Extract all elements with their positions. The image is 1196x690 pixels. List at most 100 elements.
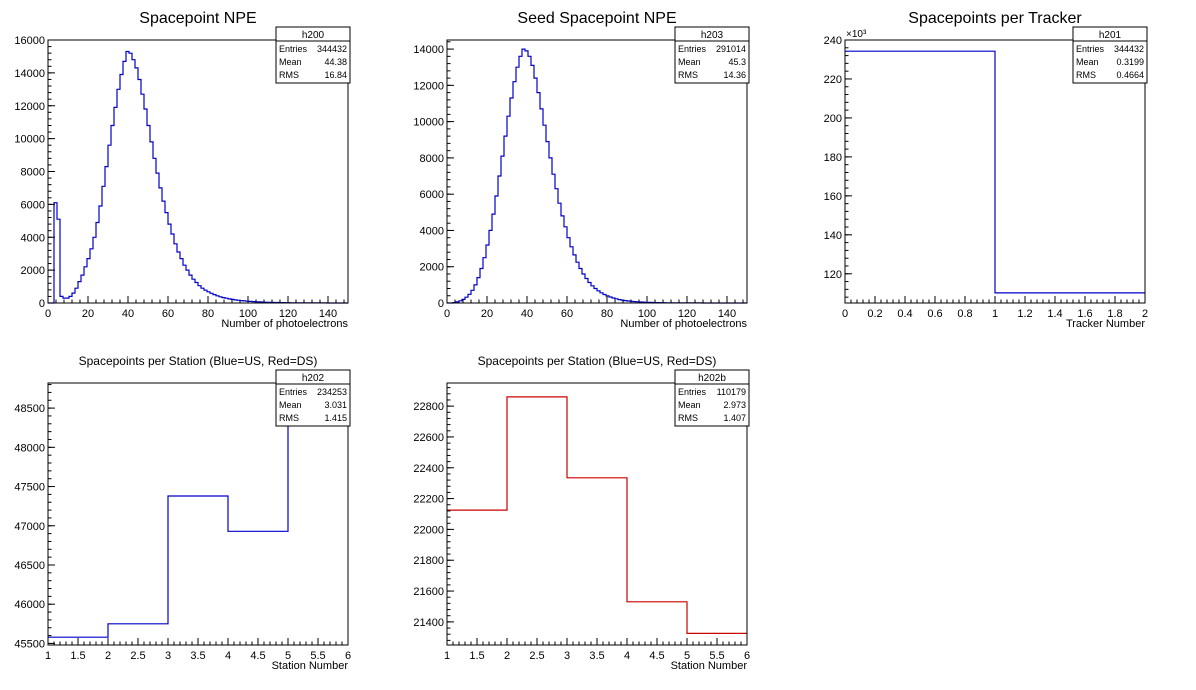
y-tick-label: 6000 (420, 189, 444, 201)
x-tick-label: 3.5 (190, 650, 205, 662)
y-tick-label: 22800 (413, 401, 444, 413)
x-tick-label: 3 (564, 650, 570, 662)
x-tick-label: 4.5 (649, 650, 664, 662)
stats-value: 16.84 (324, 70, 347, 80)
stats-name: h203 (701, 30, 724, 41)
x-tick-label: 5.5 (310, 650, 325, 662)
x-tick-label: 0.2 (867, 308, 882, 320)
stats-box-frame (275, 369, 351, 427)
y-tick-label: 2000 (21, 265, 45, 277)
x-tick-label: 20 (481, 308, 493, 320)
x-tick-label: 0 (842, 308, 848, 320)
x-tick-label: 2 (504, 650, 510, 662)
y-tick-label: 22600 (413, 432, 444, 444)
y-tick-label: 160 (824, 191, 842, 203)
x-tick-label: 120 (279, 308, 297, 320)
stats-box-frame (275, 26, 351, 84)
y-tick-label: 140 (824, 230, 842, 242)
y-tick-label: 4000 (420, 225, 444, 237)
y-tick-label: 6000 (21, 199, 45, 211)
stats-value: 110179 (717, 387, 746, 397)
x-tick-label: 1.4 (1047, 308, 1062, 320)
x-tick-label: 0 (45, 308, 51, 320)
x-tick-label: 6 (744, 650, 750, 662)
stats-key: RMS (1076, 70, 1096, 80)
histogram-panel-4: Spacepoints per Station (Blue=US, Red=DS… (14, 354, 351, 672)
stats-value: 45.3 (728, 57, 746, 67)
stats-box-frame (1072, 26, 1148, 84)
x-axis-label: Number of photoelectrons (221, 318, 348, 330)
x-tick-label: 60 (162, 308, 174, 320)
y-exponent-label: ×10³ (846, 29, 867, 40)
histogram-panel-3: Spacepoints per Tracker 0 0.2 0.4 0.6 0.8 1 1.2… (824, 10, 1148, 330)
histogram-series-line (447, 48, 747, 304)
y-tick-label: 240 (824, 35, 842, 47)
y-tick-label: 2000 (420, 262, 444, 274)
stats-key: Mean (678, 57, 701, 67)
histogram-series-line (447, 396, 747, 634)
y-tick-label: 10000 (14, 134, 45, 146)
chart-title: Spacepoints per Station (Blue=US, Red=DS… (79, 354, 318, 368)
stats-key: Entries (1076, 44, 1105, 54)
y-tick-label: 14000 (413, 44, 444, 56)
chart-title: Spacepoint NPE (139, 10, 256, 27)
x-axis-label: Station Number (272, 660, 349, 672)
stats-value: 0.4664 (1116, 70, 1144, 80)
y-tick-label: 200 (824, 113, 842, 125)
x-tick-label: 2.5 (529, 650, 544, 662)
x-tick-label: 120 (678, 308, 696, 320)
stats-value: 291014 (716, 44, 746, 54)
y-tick-label: 21800 (413, 555, 444, 567)
x-tick-label: 5 (285, 650, 291, 662)
x-tick-label: 1 (444, 650, 450, 662)
stats-key: Entries (279, 387, 308, 397)
stats-value: 344432 (1114, 44, 1144, 54)
plot-frame (446, 39, 748, 304)
x-tick-label: 0.4 (897, 308, 912, 320)
stats-value: 1.415 (324, 413, 347, 423)
stats-value: 14.36 (723, 70, 746, 80)
x-tick-label: 2 (1142, 308, 1148, 320)
x-tick-label: 80 (601, 308, 613, 320)
y-tick-label: 46000 (14, 599, 45, 611)
stats-key: Mean (279, 57, 302, 67)
stats-value: 2.973 (723, 400, 746, 410)
x-tick-label: 2 (105, 650, 111, 662)
x-tick-label: 140 (319, 308, 337, 320)
stats-key: RMS (279, 413, 299, 423)
x-tick-label: 2.5 (130, 650, 145, 662)
x-tick-label: 5 (684, 650, 690, 662)
chart-title: Spacepoints per Station (Blue=US, Red=DS… (478, 354, 717, 368)
stats-name: h202 (302, 373, 325, 384)
stats-name: h202b (698, 373, 726, 384)
y-tick-label: 0 (438, 298, 444, 310)
y-tick-label: 48500 (14, 403, 45, 415)
y-tick-label: 10000 (413, 117, 444, 129)
x-tick-label: 40 (122, 308, 134, 320)
stats-key: Entries (279, 44, 308, 54)
y-tick-label: 12000 (413, 80, 444, 92)
histogram-panel-2: Seed Spacepoint NPE 0 20 40 60 80 100 120 140 0 20… (413, 10, 750, 330)
x-axis-label: Station Number (671, 660, 748, 672)
stats-key: RMS (678, 70, 698, 80)
stats-value: 0.3199 (1116, 57, 1144, 67)
x-tick-label: 4 (225, 650, 231, 662)
y-tick-label: 180 (824, 152, 842, 164)
stats-key: Mean (678, 400, 701, 410)
x-tick-label: 5.5 (709, 650, 724, 662)
x-tick-label: 20 (82, 308, 94, 320)
y-tick-label: 47500 (14, 482, 45, 494)
y-tick-label: 47000 (14, 521, 45, 533)
x-tick-label: 0.6 (927, 308, 942, 320)
x-tick-label: 1 (45, 650, 51, 662)
x-tick-label: 6 (345, 650, 351, 662)
stats-box: h200 Entries 344432 Mean 44.38 RMS 16.84 (275, 26, 351, 84)
x-tick-label: 1.5 (70, 650, 85, 662)
y-tick-label: 12000 (14, 101, 45, 113)
x-tick-label: 1.6 (1077, 308, 1092, 320)
stats-box: h201 Entries 344432 Mean 0.3199 RMS 0.4664 (1072, 26, 1148, 84)
x-tick-label: 1.5 (469, 650, 484, 662)
x-tick-label: 1 (992, 308, 998, 320)
histogram-panel-5: Spacepoints per Station (Blue=US, Red=DS… (413, 354, 750, 672)
